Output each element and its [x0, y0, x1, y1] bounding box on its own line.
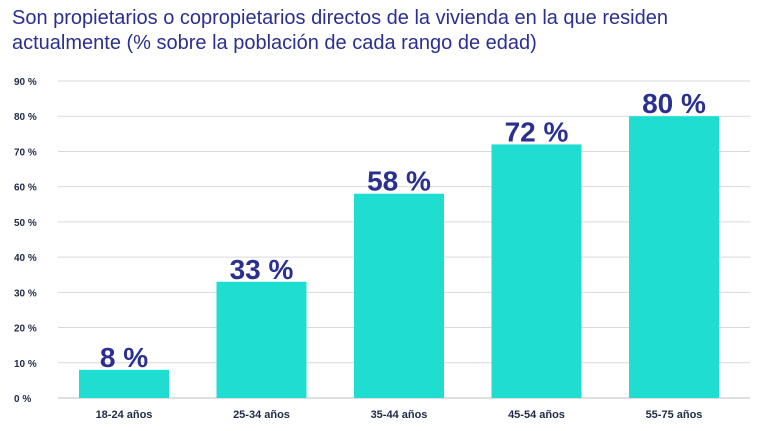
bar-5 — [629, 116, 719, 398]
x-tick-label: 25-34 años — [233, 409, 290, 421]
data-label: 8 % — [100, 342, 148, 373]
data-label: 72 % — [505, 116, 569, 147]
y-axis-ticks: 0 % 10 % 20 % 30 % 40 % 50 % 60 % 70 % 80 % 90 % — [14, 77, 37, 405]
data-label: 58 % — [367, 166, 431, 197]
x-tick-label: 55-75 años — [646, 409, 703, 421]
y-tick-label: 50 % — [14, 218, 37, 229]
y-tick-label: 60 % — [14, 183, 37, 194]
bar-2 — [216, 281, 307, 398]
bars — [79, 116, 719, 398]
y-tick-label: 30 % — [14, 288, 37, 299]
x-tick-label: 45-54 años — [508, 409, 565, 421]
data-label: 33 % — [230, 254, 294, 285]
y-tick-label: 10 % — [14, 359, 37, 370]
chart-title: Son propietarios o copropietarios direct… — [12, 7, 668, 54]
data-labels: 8 % 33 % 58 % 72 % 80 % — [100, 88, 706, 373]
y-tick-label: 0 % — [14, 394, 31, 405]
y-tick-label: 40 % — [14, 253, 37, 264]
y-tick-label: 80 % — [14, 112, 37, 123]
x-tick-label: 35-44 años — [371, 409, 428, 421]
x-axis-ticks: 18-24 años 25-34 años 35-44 años 45-54 años… — [96, 409, 703, 421]
data-label: 80 % — [642, 88, 706, 119]
y-tick-label: 90 % — [14, 77, 37, 88]
bar-1 — [79, 369, 169, 398]
bar-3 — [354, 193, 444, 398]
y-tick-label: 70 % — [14, 147, 37, 158]
x-tick-label: 18-24 años — [96, 409, 153, 421]
bar-4 — [491, 144, 582, 398]
y-tick-label: 20 % — [14, 324, 37, 335]
